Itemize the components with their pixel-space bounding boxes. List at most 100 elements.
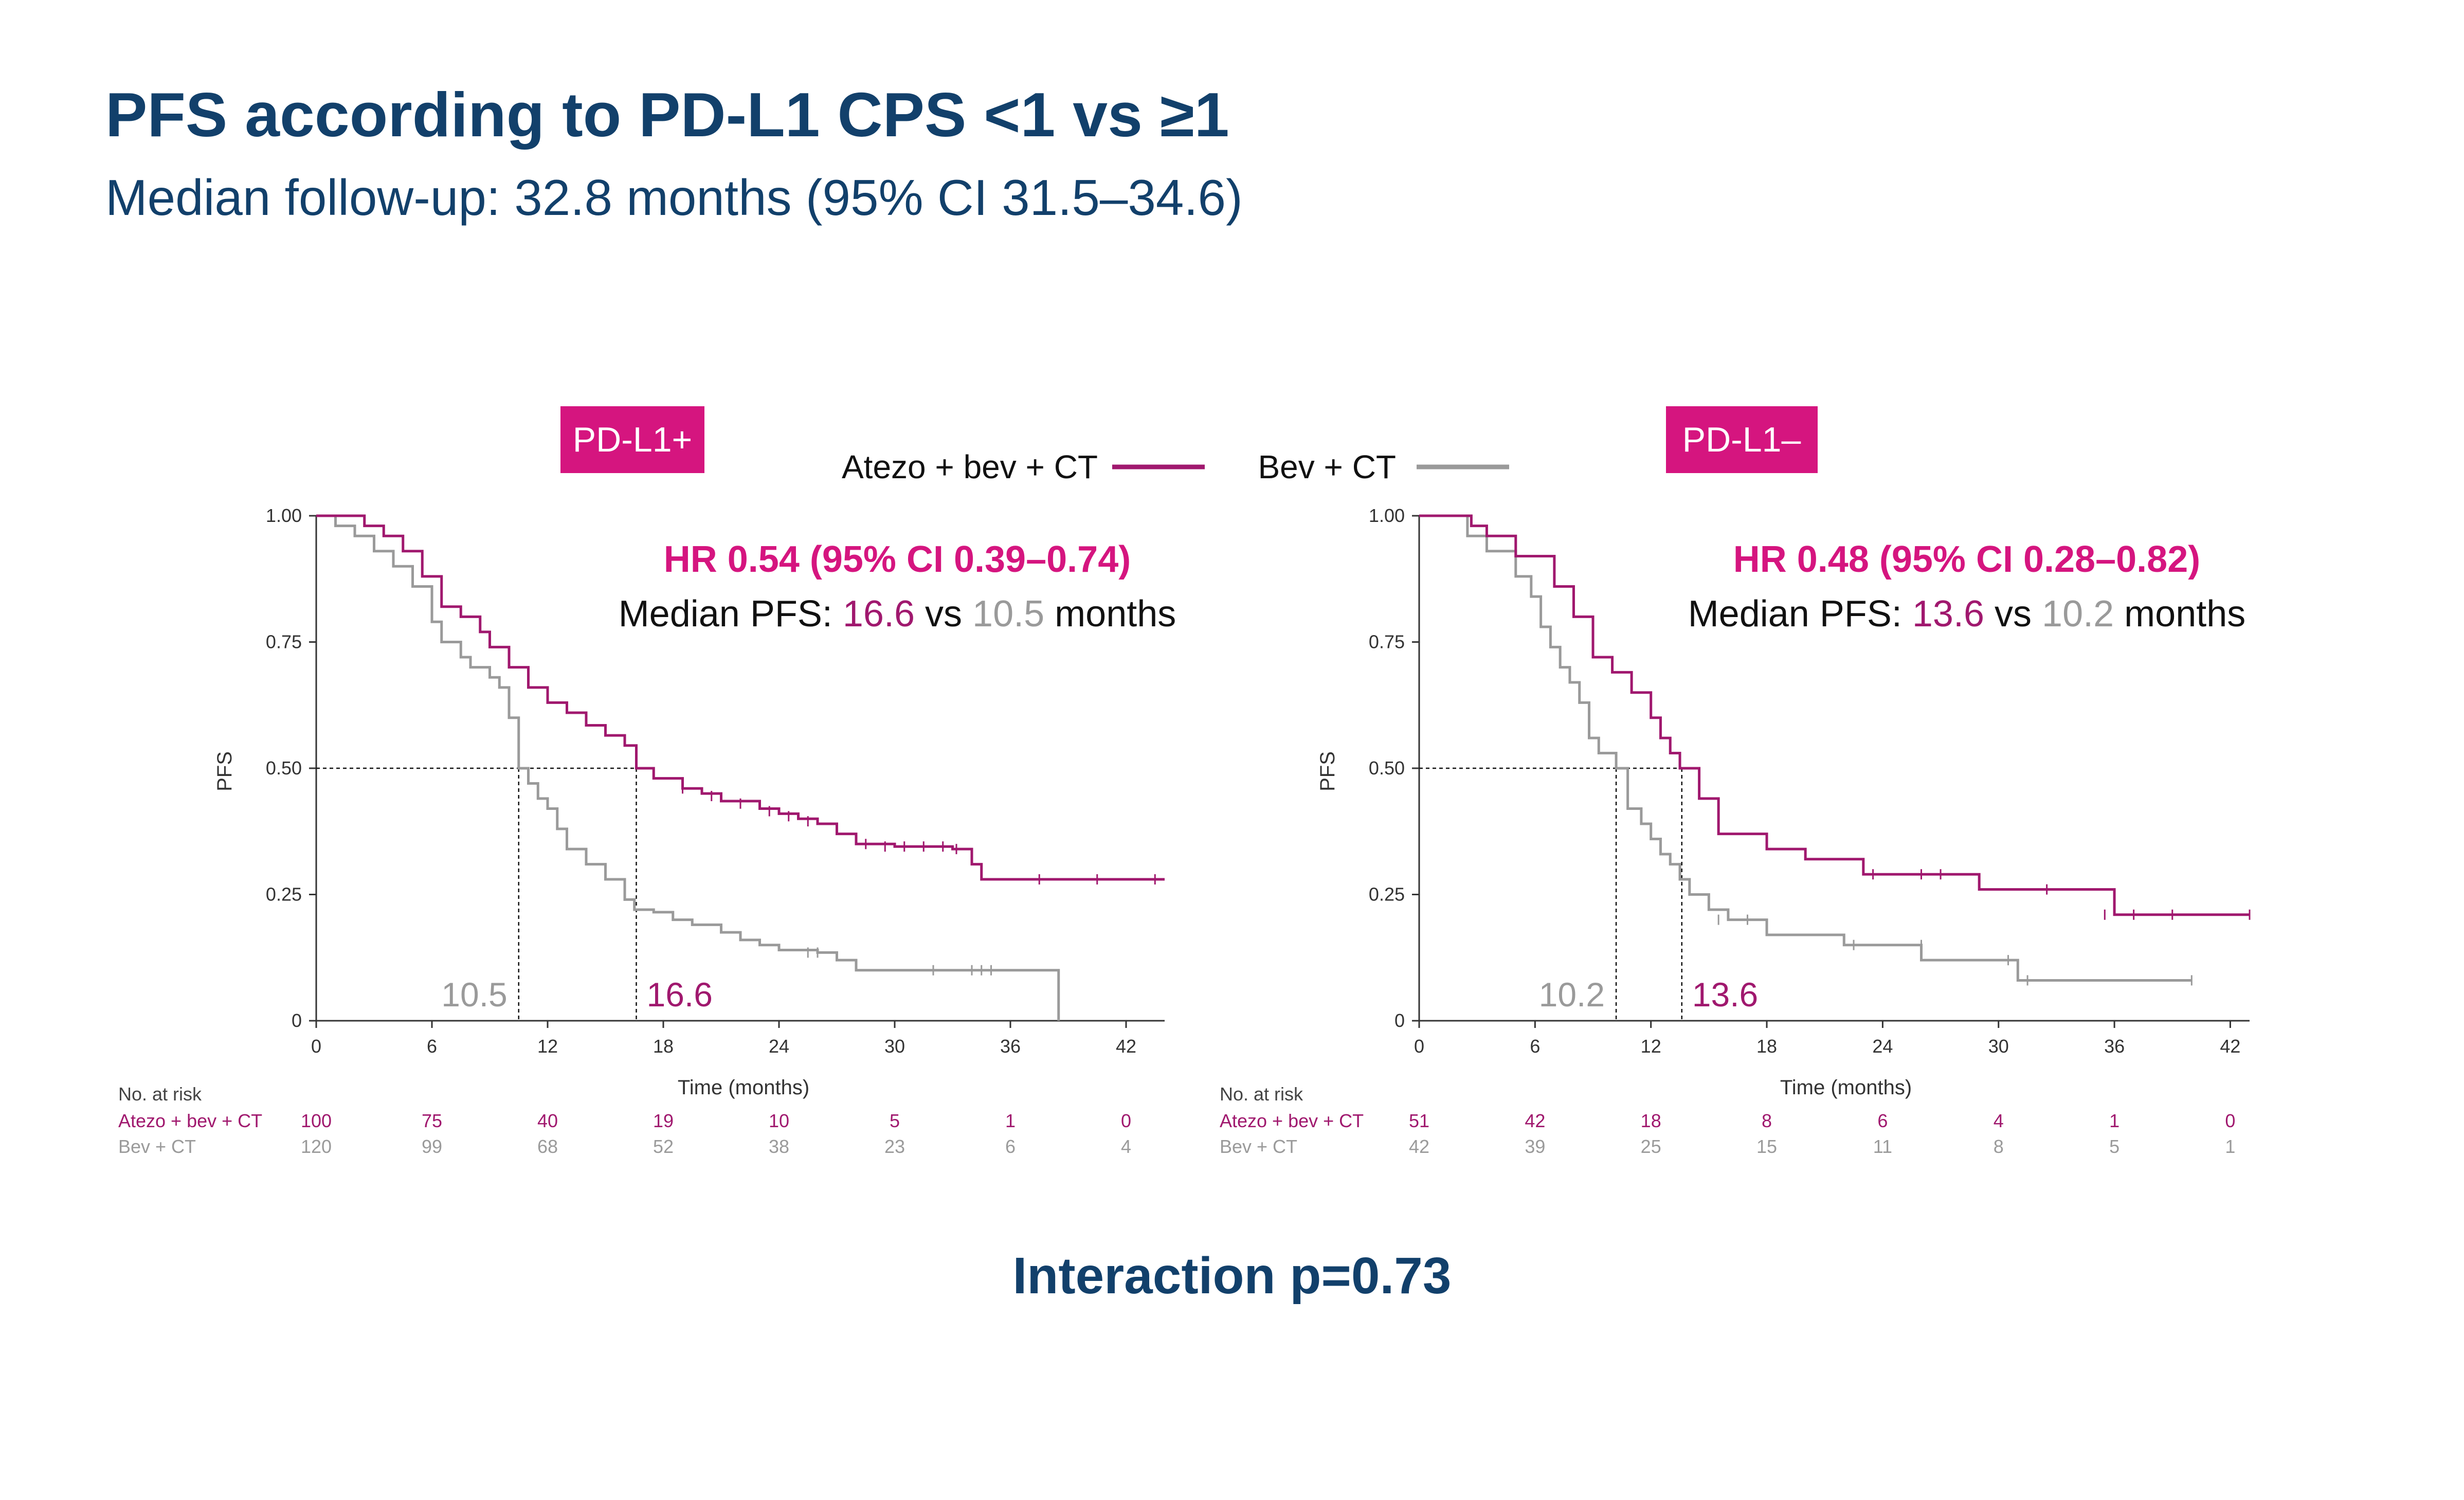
median-value-atezo: 13.6 (1912, 593, 1984, 635)
risk-count: 39 (1525, 1136, 1545, 1157)
risk-count: 51 (1409, 1110, 1429, 1131)
median-suffix: months (1044, 593, 1176, 635)
x-tick-label: 24 (769, 1036, 789, 1057)
y-axis-label: PFS (1316, 751, 1339, 791)
median-vs: vs (915, 593, 972, 635)
risk-header: No. at risk (1220, 1083, 1303, 1105)
risk-count: 18 (1641, 1110, 1661, 1131)
risk-count: 100 (301, 1110, 332, 1131)
risk-count: 6 (1005, 1136, 1016, 1157)
risk-header: No. at risk (118, 1083, 202, 1105)
y-tick-label: 1.00 (266, 505, 302, 526)
y-tick-label: 0.50 (1369, 757, 1405, 779)
km-curve-bev (1419, 514, 2192, 982)
y-tick-label: 0.25 (266, 884, 302, 905)
hr-text-pdl1-positive: HR 0.54 (95% CI 0.39–0.74) (664, 539, 1131, 580)
risk-count: 38 (769, 1136, 789, 1157)
x-tick-label: 0 (1414, 1036, 1424, 1057)
interaction-p-value: Interaction p=0.73 (1012, 1247, 1451, 1305)
risk-count: 75 (422, 1110, 442, 1131)
risk-count: 5 (2109, 1136, 2119, 1157)
risk-row-label-bev: Bev + CT (1220, 1136, 1297, 1157)
page-subtitle: Median follow-up: 32.8 months (95% CI 31… (105, 169, 1243, 226)
legend: Atezo + bev + CT Bev + CT (842, 448, 1509, 485)
y-tick-label: 1.00 (1369, 505, 1405, 526)
risk-count: 0 (1121, 1110, 1131, 1131)
risk-count: 1 (2225, 1136, 2235, 1157)
risk-count: 0 (2225, 1110, 2235, 1131)
y-tick-label: 0 (1394, 1010, 1405, 1031)
risk-count: 10 (769, 1110, 789, 1131)
risk-row-label-atezo: Atezo + bev + CT (1220, 1110, 1364, 1131)
risk-count: 15 (1756, 1136, 1777, 1157)
badge-pdl1-negative (1666, 406, 1818, 473)
x-tick-label: 36 (1000, 1036, 1021, 1057)
median-label-bev: 10.5 (441, 975, 507, 1014)
x-tick-label: 30 (1988, 1036, 2009, 1057)
median-suffix: months (2114, 593, 2245, 635)
median-summary-pdl1-positive: Median PFS: 16.6 vs 10.5 months (619, 593, 1176, 635)
median-vs: vs (1984, 593, 2042, 635)
median-prefix: Median PFS: (1688, 593, 1912, 635)
x-tick-label: 18 (1756, 1036, 1777, 1057)
risk-count: 23 (884, 1136, 905, 1157)
risk-count: 19 (653, 1110, 674, 1131)
risk-count: 25 (1641, 1136, 1661, 1157)
km-curve-bev (316, 514, 1060, 1021)
risk-count: 6 (1877, 1110, 1888, 1131)
km-panel-pdl1-negative: PD-L1– HR 0.48 (95% CI 0.28–0.82) Median… (1220, 406, 2251, 1157)
risk-row-label-atezo: Atezo + bev + CT (118, 1110, 262, 1131)
legend-label-bev: Bev + CT (1258, 448, 1396, 485)
km-panel-pdl1-positive: PD-L1+ HR 0.54 (95% CI 0.39–0.74) Median… (118, 406, 1176, 1157)
risk-count: 42 (1409, 1136, 1429, 1157)
y-tick-label: 0.75 (1369, 631, 1405, 653)
median-value-bev: 10.2 (2042, 593, 2114, 635)
km-curve-atezo (316, 514, 1165, 881)
median-label-atezo: 16.6 (647, 975, 713, 1014)
risk-count: 52 (653, 1136, 674, 1157)
x-tick-label: 42 (1116, 1036, 1136, 1057)
risk-row-label-bev: Bev + CT (118, 1136, 196, 1157)
risk-count: 8 (1994, 1136, 2004, 1157)
risk-count: 120 (301, 1136, 332, 1157)
risk-count: 5 (890, 1110, 900, 1131)
y-axis-label: PFS (213, 751, 236, 791)
x-axis-label: Time (months) (1780, 1076, 1912, 1099)
risk-count: 68 (537, 1136, 558, 1157)
risk-count: 40 (537, 1110, 558, 1131)
y-tick-label: 0.75 (266, 631, 302, 653)
median-prefix: Median PFS: (619, 593, 843, 635)
x-tick-label: 24 (1872, 1036, 1893, 1057)
x-tick-label: 36 (2104, 1036, 2125, 1057)
km-curve-atezo (1419, 514, 2250, 916)
x-tick-label: 0 (311, 1036, 321, 1057)
x-tick-label: 42 (2220, 1036, 2240, 1057)
median-value-atezo: 16.6 (843, 593, 915, 635)
y-tick-label: 0.50 (266, 757, 302, 779)
badge-text-pdl1-negative: PD-L1– (1682, 420, 1801, 459)
median-label-atezo: 13.6 (1692, 975, 1758, 1014)
median-summary-pdl1-negative: Median PFS: 13.6 vs 10.2 months (1688, 593, 2246, 635)
hr-text-pdl1-negative: HR 0.48 (95% CI 0.28–0.82) (1733, 539, 2201, 580)
risk-count: 4 (1121, 1136, 1131, 1157)
risk-count: 11 (1873, 1136, 1892, 1157)
badge-text-pdl1-positive: PD-L1+ (573, 420, 692, 459)
x-tick-label: 12 (537, 1036, 558, 1057)
median-label-bev: 10.2 (1539, 975, 1605, 1014)
legend-label-atezo: Atezo + bev + CT (842, 448, 1098, 485)
y-tick-label: 0 (292, 1010, 302, 1031)
x-tick-label: 18 (653, 1036, 674, 1057)
x-tick-label: 6 (427, 1036, 437, 1057)
y-tick-label: 0.25 (1369, 884, 1405, 905)
risk-count: 99 (422, 1136, 442, 1157)
x-tick-label: 12 (1641, 1036, 1661, 1057)
risk-count: 1 (1005, 1110, 1016, 1131)
risk-count: 4 (1994, 1110, 2004, 1131)
x-tick-label: 6 (1530, 1036, 1540, 1057)
x-axis-label: Time (months) (678, 1076, 809, 1099)
badge-pdl1-positive (560, 406, 704, 473)
risk-count: 42 (1525, 1110, 1545, 1131)
median-value-bev: 10.5 (972, 593, 1044, 635)
risk-count: 8 (1762, 1110, 1772, 1131)
